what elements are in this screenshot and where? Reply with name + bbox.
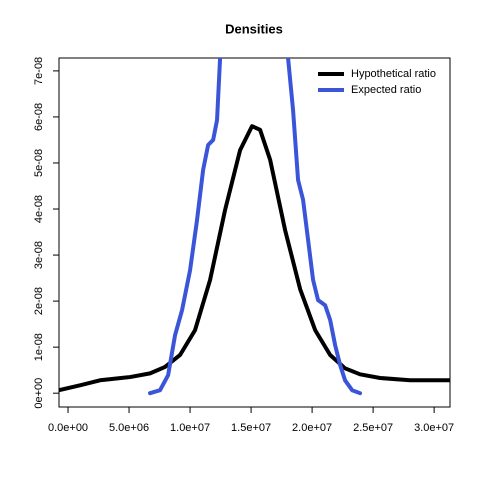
plot-frame: [58, 57, 451, 408]
y-tick-label: 7e-08: [33, 57, 45, 85]
density-line: [59, 124, 450, 393]
y-tick-label: 0e+00: [33, 378, 45, 409]
x-tick-label: 2.0e+07: [292, 422, 332, 434]
legend-label: Expected ratio: [351, 84, 421, 96]
y-tick-label: 4e-08: [33, 195, 45, 223]
y-tick-label: 1e-08: [33, 333, 45, 361]
y-tick-label: 3e-08: [33, 241, 45, 269]
y-tick-label: 2e-08: [33, 287, 45, 315]
x-tick-label: 5.0e+06: [109, 422, 149, 434]
density-line: [148, 58, 363, 396]
plot-area: [59, 58, 450, 396]
legend-label: Hypothetical ratio: [351, 68, 436, 80]
y-tick-label: 6e-08: [33, 103, 45, 131]
chart-title: Densities: [225, 21, 283, 36]
x-tick-label: 1.0e+07: [170, 422, 210, 434]
y-tick-label: 5e-08: [33, 149, 45, 177]
x-tick-label: 3.0e+07: [414, 422, 454, 434]
x-tick-label: 2.5e+07: [353, 422, 393, 434]
x-tick-label: 0.0e+00: [48, 422, 88, 434]
x-tick-label: 1.5e+07: [231, 422, 271, 434]
